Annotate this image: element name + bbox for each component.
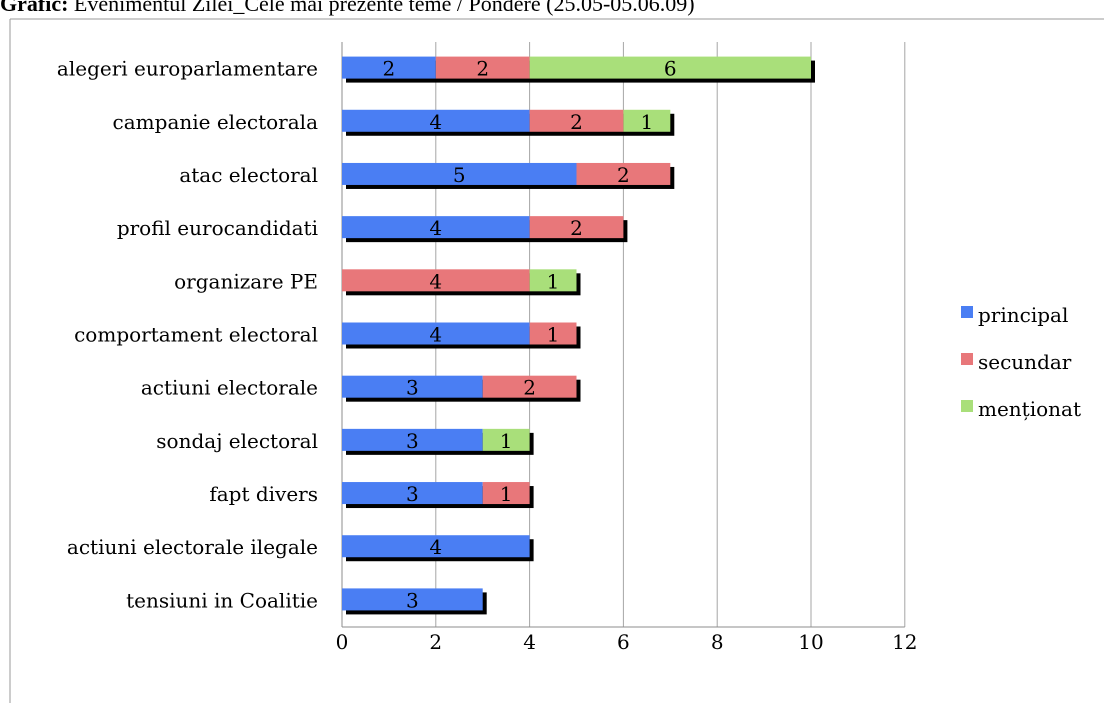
category-label: actiuni electorale	[141, 376, 318, 400]
category-labels: alegeri europarlamentare campanie elector…	[57, 57, 318, 613]
bar-segment-principal	[342, 482, 483, 505]
category-label: actiuni electorale ilegale	[67, 535, 318, 559]
data-label: 1	[500, 482, 513, 506]
x-tick-label-10: 10	[798, 630, 823, 654]
legend-label-secundar: secundar	[978, 350, 1072, 374]
category-label: alegeri europarlamentare	[57, 57, 318, 81]
data-label: 4	[429, 110, 442, 134]
bar-segment-principal	[342, 56, 436, 79]
legend: principal secundar menționat	[961, 303, 1081, 421]
data-label: 2	[617, 163, 630, 187]
x-tick-label-4: 4	[523, 630, 536, 654]
legend-swatch-menționat	[961, 400, 973, 412]
bar-segment-secundar	[435, 56, 530, 79]
bar-segment-principal	[342, 162, 577, 185]
data-label: 3	[406, 588, 419, 612]
bar-segment-menționat	[482, 428, 530, 451]
category-label: tensiuni in Coalitie	[126, 588, 318, 612]
bar-segment-secundar	[482, 375, 577, 398]
bar-segment-principal	[342, 375, 483, 398]
bar-segment-secundar	[342, 269, 530, 292]
bar-segment-principal	[342, 109, 530, 132]
bar-segment-principal	[342, 216, 530, 239]
x-tick-labels: 0 2 4 6 8 10 12	[336, 630, 918, 654]
x-tick-label-8: 8	[711, 630, 724, 654]
data-label: 6	[664, 57, 677, 81]
x-tick-label-6: 6	[617, 630, 630, 654]
bar-segment-secundar	[576, 162, 671, 185]
legend-swatch-secundar	[961, 353, 973, 365]
data-label: 3	[406, 429, 419, 453]
data-label: 2	[476, 57, 489, 81]
category-label: sondaj electoral	[156, 429, 318, 453]
data-label: 4	[429, 216, 442, 240]
data-label: 3	[406, 376, 419, 400]
bar-segment-principal	[342, 428, 483, 451]
bar-segment-menționat	[623, 109, 671, 132]
x-tick-label-12: 12	[892, 630, 917, 654]
data-label: 4	[429, 323, 442, 347]
data-label: 5	[453, 163, 466, 187]
data-label: 1	[547, 269, 560, 293]
bar-segment-principal	[342, 322, 530, 345]
bar-segment-principal	[342, 588, 483, 611]
legend-swatch-principal	[961, 306, 973, 318]
category-label: profil eurocandidati	[117, 216, 318, 240]
bars: 2 2 6 4 2 1 5 2 4 2 4 1 4 1 3 2 3 1 3 1 4 3	[342, 56, 815, 615]
category-label: atac electoral	[179, 163, 318, 187]
category-label: organizare PE	[174, 269, 318, 293]
legend-label-menționat: menționat	[978, 397, 1081, 421]
data-label: 1	[500, 429, 513, 453]
category-label: fapt divers	[209, 482, 318, 506]
bar-segment-secundar	[482, 482, 530, 505]
bar-segment-menționat	[529, 56, 811, 79]
data-label: 4	[429, 535, 442, 559]
bar-segment-secundar	[529, 322, 577, 345]
legend-label-principal: principal	[978, 303, 1068, 327]
data-label: 1	[640, 110, 653, 134]
heading-text: Evenimentul Zilei_Cele mai prezente teme…	[68, 0, 695, 16]
bar-segment-principal	[342, 535, 530, 558]
category-label: comportament electoral	[74, 323, 318, 347]
data-label: 2	[570, 216, 583, 240]
chart-heading: Grafic: Evenimentul Zilei_Cele mai preze…	[0, 0, 695, 17]
bar-segment-menționat	[529, 269, 577, 292]
data-label: 3	[406, 482, 419, 506]
data-label: 2	[570, 110, 583, 134]
x-tick-label-2: 2	[429, 630, 442, 654]
category-label: campanie electorala	[113, 110, 319, 134]
data-label: 1	[547, 323, 560, 347]
heading-label: Grafic:	[0, 0, 69, 16]
data-label: 2	[383, 57, 396, 81]
data-label: 2	[523, 376, 536, 400]
bar-segment-secundar	[529, 216, 624, 239]
grid-lines	[341, 42, 906, 628]
data-label: 4	[429, 269, 442, 293]
bar-segment-secundar	[529, 109, 624, 132]
x-tick-label-0: 0	[336, 630, 349, 654]
